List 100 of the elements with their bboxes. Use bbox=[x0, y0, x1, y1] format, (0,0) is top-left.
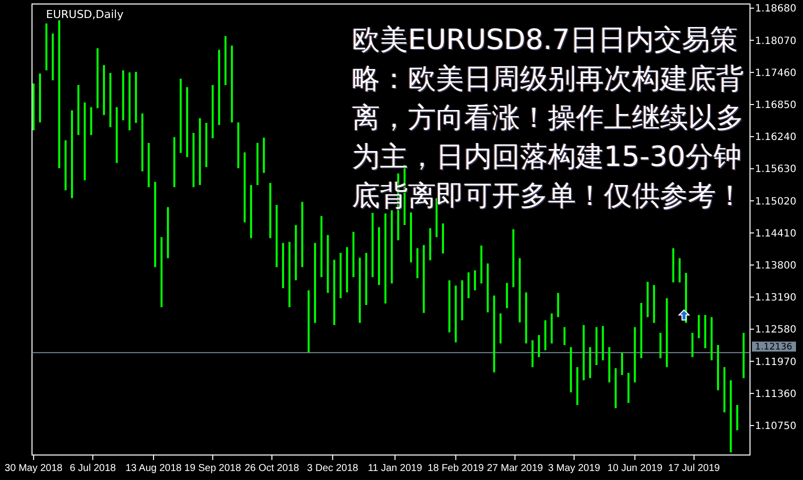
bar bbox=[448, 280, 450, 332]
bar bbox=[634, 327, 636, 382]
y-tick-label: 1.13190 bbox=[755, 292, 796, 304]
bar bbox=[480, 246, 482, 284]
bar bbox=[346, 247, 348, 292]
bar bbox=[192, 132, 195, 188]
bar bbox=[730, 380, 732, 452]
bar bbox=[96, 48, 99, 108]
bar bbox=[698, 315, 700, 338]
bar bbox=[538, 335, 540, 358]
bar bbox=[154, 182, 156, 268]
bar bbox=[646, 282, 649, 318]
y-tick-label: 1.17460 bbox=[755, 68, 796, 79]
y-tick-label: 1.16850 bbox=[755, 100, 796, 112]
bar bbox=[244, 152, 246, 222]
y-tick-label: 1.12580 bbox=[755, 324, 796, 336]
bar bbox=[218, 50, 220, 126]
y-tick-label: 1.18680 bbox=[755, 4, 796, 15]
bar bbox=[602, 326, 604, 360]
y-tick-label: 1.13800 bbox=[755, 260, 796, 272]
bar bbox=[486, 263, 489, 312]
bar bbox=[134, 72, 137, 123]
bar bbox=[128, 72, 131, 130]
bar bbox=[461, 280, 464, 320]
bar bbox=[442, 223, 444, 254]
bar bbox=[365, 252, 368, 306]
bar bbox=[550, 313, 553, 344]
bar bbox=[474, 270, 476, 290]
bar bbox=[372, 212, 374, 278]
bar bbox=[148, 142, 150, 188]
bar bbox=[742, 332, 745, 378]
y-tick-label: 1.10750 bbox=[755, 421, 796, 432]
y-tick-label: 1.16240 bbox=[755, 132, 796, 144]
bar bbox=[84, 102, 86, 180]
x-tick-label: 18 Feb 2019 bbox=[428, 463, 484, 474]
bar bbox=[282, 242, 284, 288]
bar bbox=[314, 242, 316, 323]
bar bbox=[102, 65, 105, 116]
bar bbox=[570, 347, 572, 392]
bar bbox=[384, 213, 386, 304]
bar bbox=[186, 87, 188, 158]
bar bbox=[666, 298, 668, 368]
bar bbox=[173, 137, 176, 188]
bar bbox=[109, 72, 112, 128]
bar bbox=[653, 285, 656, 323]
y-tick-label: 1.15020 bbox=[755, 196, 796, 208]
y-tick-label: 1.18070 bbox=[755, 36, 796, 47]
bar bbox=[308, 290, 310, 352]
bar bbox=[340, 252, 342, 298]
x-tick-label: 27 Mar 2019 bbox=[486, 463, 544, 474]
bar bbox=[710, 317, 713, 360]
bar bbox=[180, 78, 182, 153]
bar bbox=[576, 367, 578, 406]
bar bbox=[64, 140, 67, 190]
bar bbox=[237, 122, 240, 168]
bar bbox=[52, 33, 54, 80]
bar bbox=[429, 228, 432, 260]
bar bbox=[58, 20, 60, 168]
bar bbox=[230, 46, 233, 122]
x-tick-label: 3 Dec 2018 bbox=[307, 463, 359, 474]
bar bbox=[250, 185, 252, 238]
bar bbox=[454, 286, 457, 342]
bar bbox=[525, 292, 528, 344]
bar bbox=[32, 83, 35, 130]
bar bbox=[691, 332, 694, 358]
bar bbox=[512, 229, 514, 288]
bar bbox=[506, 282, 508, 308]
bar bbox=[352, 232, 354, 278]
bar bbox=[589, 347, 592, 378]
bar bbox=[160, 237, 163, 308]
bar bbox=[557, 292, 560, 318]
bar bbox=[378, 227, 380, 286]
bar bbox=[269, 182, 272, 238]
bar bbox=[436, 198, 438, 238]
x-tick-label: 17 Jul 2019 bbox=[668, 463, 720, 474]
bar bbox=[198, 118, 201, 186]
bar bbox=[659, 332, 662, 358]
bar bbox=[614, 368, 617, 408]
bar bbox=[256, 142, 258, 186]
bar bbox=[640, 302, 642, 358]
bar bbox=[582, 325, 585, 380]
chart-title: EURUSD,Daily bbox=[46, 8, 124, 21]
bar bbox=[320, 216, 322, 278]
bar bbox=[621, 352, 624, 376]
bar bbox=[38, 73, 41, 122]
bar bbox=[627, 372, 630, 403]
bar bbox=[736, 405, 738, 430]
bar bbox=[608, 347, 610, 382]
bar bbox=[224, 36, 226, 86]
bar bbox=[723, 367, 726, 412]
bar bbox=[358, 258, 361, 323]
bar bbox=[45, 23, 48, 70]
bar bbox=[595, 327, 598, 366]
bar bbox=[326, 235, 329, 293]
bar bbox=[333, 260, 336, 326]
bar bbox=[288, 242, 290, 308]
bar bbox=[122, 70, 124, 120]
bar bbox=[70, 110, 73, 198]
bar bbox=[77, 85, 80, 136]
bar bbox=[205, 122, 208, 168]
